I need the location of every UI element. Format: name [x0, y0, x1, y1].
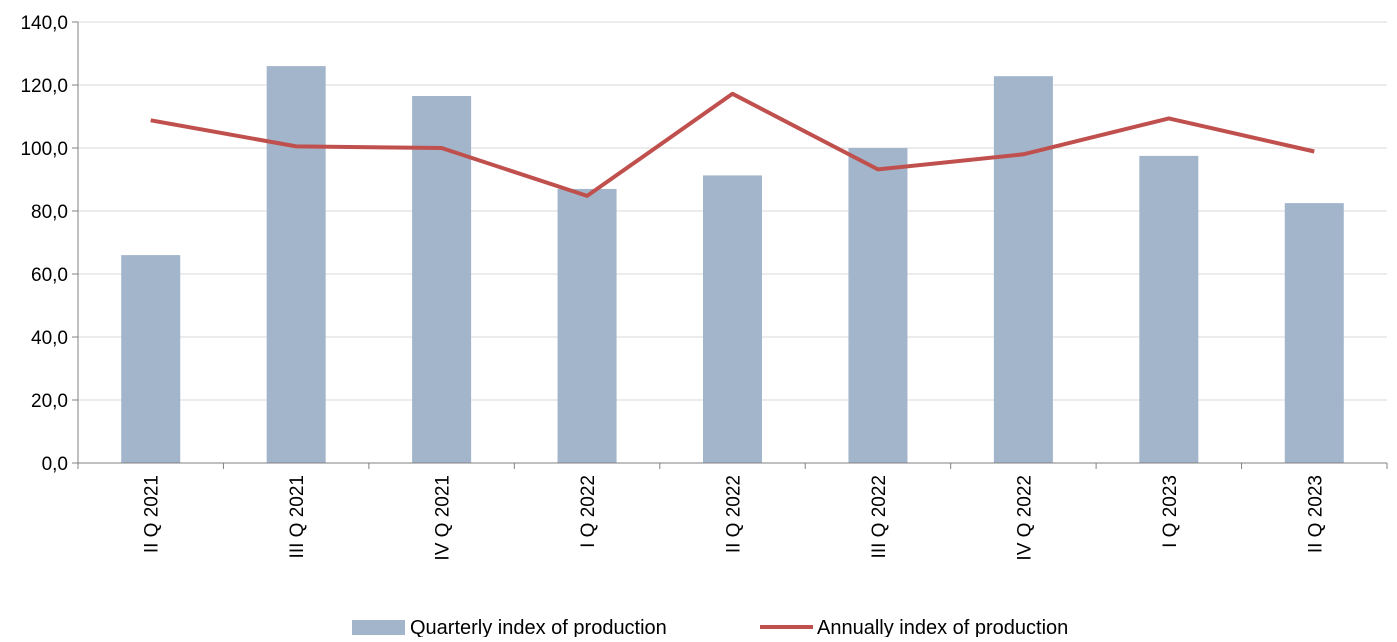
- x-tick-label: III Q 2022: [869, 475, 890, 558]
- x-tick-label: IV Q 2021: [433, 475, 454, 561]
- legend-swatch-quarterly: [352, 620, 405, 635]
- legend-label-quarterly: Quarterly index of production: [410, 617, 667, 637]
- line-series: [150, 91, 1315, 198]
- x-axis-tick-labels: II Q 2021 III Q 2021 IV Q 2021 I Q 2022 II Q…: [142, 475, 1327, 561]
- bar-series: [121, 66, 1344, 464]
- x-tick-label: II Q 2021: [142, 475, 163, 553]
- legend-label-annually: Annually index of production: [817, 617, 1068, 637]
- x-tick-label: II Q 2022: [724, 475, 745, 553]
- bar: [993, 76, 1053, 464]
- x-tick-label: III Q 2021: [287, 475, 308, 558]
- y-tick-label: 0,0: [42, 454, 68, 475]
- x-tick-label: IV Q 2022: [1014, 475, 1035, 561]
- y-tick-label: 140,0: [20, 13, 68, 34]
- bar: [266, 66, 326, 463]
- annual-index-line: [150, 91, 1315, 198]
- bar: [1139, 155, 1199, 463]
- x-tick-label: II Q 2023: [1305, 475, 1326, 553]
- y-tick-label: 80,0: [31, 202, 68, 223]
- y-tick-label: 100,0: [20, 139, 68, 160]
- legend: Quarterly index of production Annually i…: [352, 617, 1068, 639]
- axes: [72, 21, 1388, 469]
- x-tick-label: I Q 2023: [1160, 475, 1181, 548]
- y-tick-label: 120,0: [20, 76, 68, 97]
- x-tick-label: I Q 2022: [578, 475, 599, 548]
- y-tick-label: 60,0: [31, 265, 68, 286]
- bar: [703, 175, 762, 463]
- y-tick-label: 20,0: [31, 391, 68, 412]
- bar: [557, 188, 617, 463]
- bar: [1284, 203, 1344, 463]
- bar: [412, 96, 472, 464]
- y-axis-tick-labels: 0,0 20,0 40,0 60,0 80,0 100,0 120,0 140,0: [20, 13, 68, 475]
- bar: [848, 148, 908, 463]
- y-tick-label: 40,0: [31, 328, 68, 349]
- bar: [121, 255, 181, 463]
